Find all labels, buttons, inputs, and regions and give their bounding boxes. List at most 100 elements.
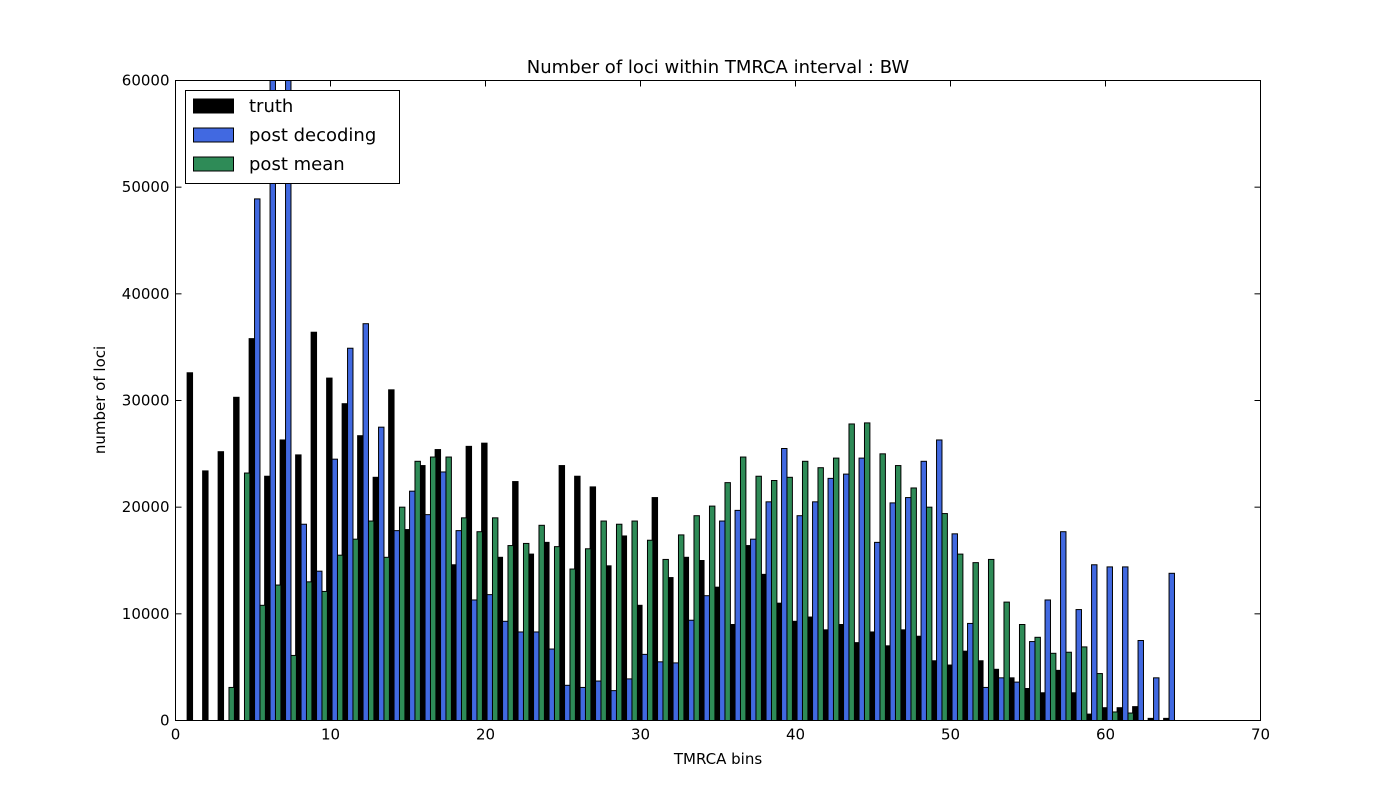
bar-post-mean	[631, 520, 638, 721]
bar-post-mean	[243, 472, 251, 721]
bar-post-mean	[662, 558, 669, 721]
legend-swatch-truth	[193, 98, 234, 114]
bar-truth	[186, 372, 194, 721]
x-tick-label: 0	[171, 726, 181, 744]
bar-post-mean	[770, 480, 778, 721]
bar-post-mean	[584, 548, 592, 721]
bar-post-decoding	[285, 80, 292, 721]
bar-post-mean	[383, 556, 390, 721]
bar-post-decoding	[889, 502, 896, 721]
bar-post-decoding	[1060, 531, 1067, 721]
bar-post-mean	[646, 539, 654, 721]
bar-post-decoding	[812, 501, 819, 721]
bar-post-mean	[987, 558, 995, 721]
bar-post-decoding	[982, 686, 989, 721]
bar-post-decoding	[424, 514, 431, 721]
x-tick-label: 20	[476, 726, 495, 744]
bar-post-decoding	[1013, 681, 1020, 721]
bar-post-decoding	[595, 680, 602, 721]
bar-post-mean	[817, 467, 824, 721]
bar-post-decoding	[905, 497, 912, 721]
legend: truth post decoding post mean	[185, 90, 400, 184]
bar-post-decoding	[796, 515, 803, 721]
bar-post-mean	[1080, 646, 1088, 721]
bar-post-decoding	[533, 631, 540, 721]
bar-truth	[217, 451, 225, 721]
bar-truth	[310, 331, 318, 721]
bar-post-decoding	[347, 347, 354, 721]
bar-post-mean	[491, 517, 499, 721]
bar-post-mean	[274, 584, 282, 721]
bar-post-mean	[755, 475, 762, 721]
legend-label-truth: truth	[249, 96, 293, 117]
bar-post-decoding	[967, 622, 974, 721]
bar-post-mean	[398, 506, 406, 721]
x-axis-label: TMRCA bins	[673, 750, 762, 768]
bar-post-decoding	[1044, 599, 1051, 721]
x-tick-label: 60	[1096, 726, 1115, 744]
y-tick-label: 0	[160, 712, 170, 730]
bar-post-mean	[1096, 673, 1103, 721]
bar-post-decoding	[951, 533, 958, 721]
bar-post-decoding	[1137, 640, 1144, 721]
bar-post-decoding	[1029, 641, 1036, 721]
y-tick-label: 50000	[122, 178, 170, 196]
bar-post-mean	[863, 422, 871, 721]
legend-swatch-post-decoding	[193, 127, 234, 143]
bar-post-mean	[1065, 651, 1072, 721]
bar-post-decoding	[269, 80, 276, 721]
bar-post-mean	[832, 457, 840, 721]
bar-post-decoding	[502, 620, 509, 721]
bar-post-decoding	[936, 439, 943, 721]
bar-post-mean	[677, 534, 685, 721]
bar-post-mean	[739, 456, 747, 721]
legend-label-post-mean: post mean	[249, 154, 345, 175]
bar-post-decoding	[409, 490, 416, 721]
x-tick-label: 10	[321, 726, 340, 744]
bar-post-mean	[693, 515, 700, 721]
bar-truth	[233, 396, 240, 721]
bar-post-decoding	[486, 594, 493, 721]
legend-label-post-decoding: post decoding	[249, 125, 376, 146]
bar-post-decoding	[362, 323, 369, 721]
bar-post-decoding	[471, 599, 478, 721]
bar-post-mean	[708, 505, 716, 721]
bar-post-mean	[336, 554, 344, 721]
bar-post-decoding	[254, 198, 261, 721]
bar-post-decoding	[579, 686, 586, 721]
bar-post-mean	[476, 531, 483, 721]
y-axis: 0 10000 20000 30000 40000 50000 60000	[122, 72, 1261, 730]
bar-post-mean	[460, 517, 468, 721]
bar-post-decoding	[440, 471, 447, 721]
y-tick-label: 40000	[122, 285, 170, 303]
bar-post-mean	[429, 456, 437, 721]
bar-post-mean	[941, 513, 948, 721]
bar-post-mean	[507, 545, 514, 721]
bar-post-mean	[228, 686, 235, 721]
bar-post-decoding	[610, 690, 617, 721]
bar-post-decoding	[331, 458, 338, 721]
legend-swatch-post-mean	[193, 156, 234, 172]
bar-post-decoding	[734, 509, 741, 721]
bar-post-decoding	[1075, 609, 1082, 721]
bar-post-decoding	[1122, 566, 1129, 721]
bar-post-decoding	[750, 538, 757, 721]
bar-post-decoding	[1168, 572, 1175, 721]
bar-post-mean	[879, 453, 886, 721]
x-tick-label: 30	[631, 726, 650, 744]
bar-post-mean	[1018, 624, 1026, 721]
bar-post-decoding	[843, 473, 850, 721]
y-tick-label: 20000	[122, 498, 170, 516]
bar-post-mean	[600, 520, 607, 721]
bar-post-decoding	[781, 448, 788, 721]
bar-post-decoding	[719, 520, 726, 721]
bar-post-decoding	[393, 530, 400, 721]
bar-post-mean	[445, 456, 452, 721]
bar-post-decoding	[672, 662, 679, 721]
bar-post-mean	[1111, 711, 1119, 721]
x-tick-label: 50	[941, 726, 960, 744]
bar-post-mean	[414, 460, 421, 721]
bar-post-decoding	[688, 619, 695, 721]
bar-post-mean	[1003, 601, 1010, 721]
